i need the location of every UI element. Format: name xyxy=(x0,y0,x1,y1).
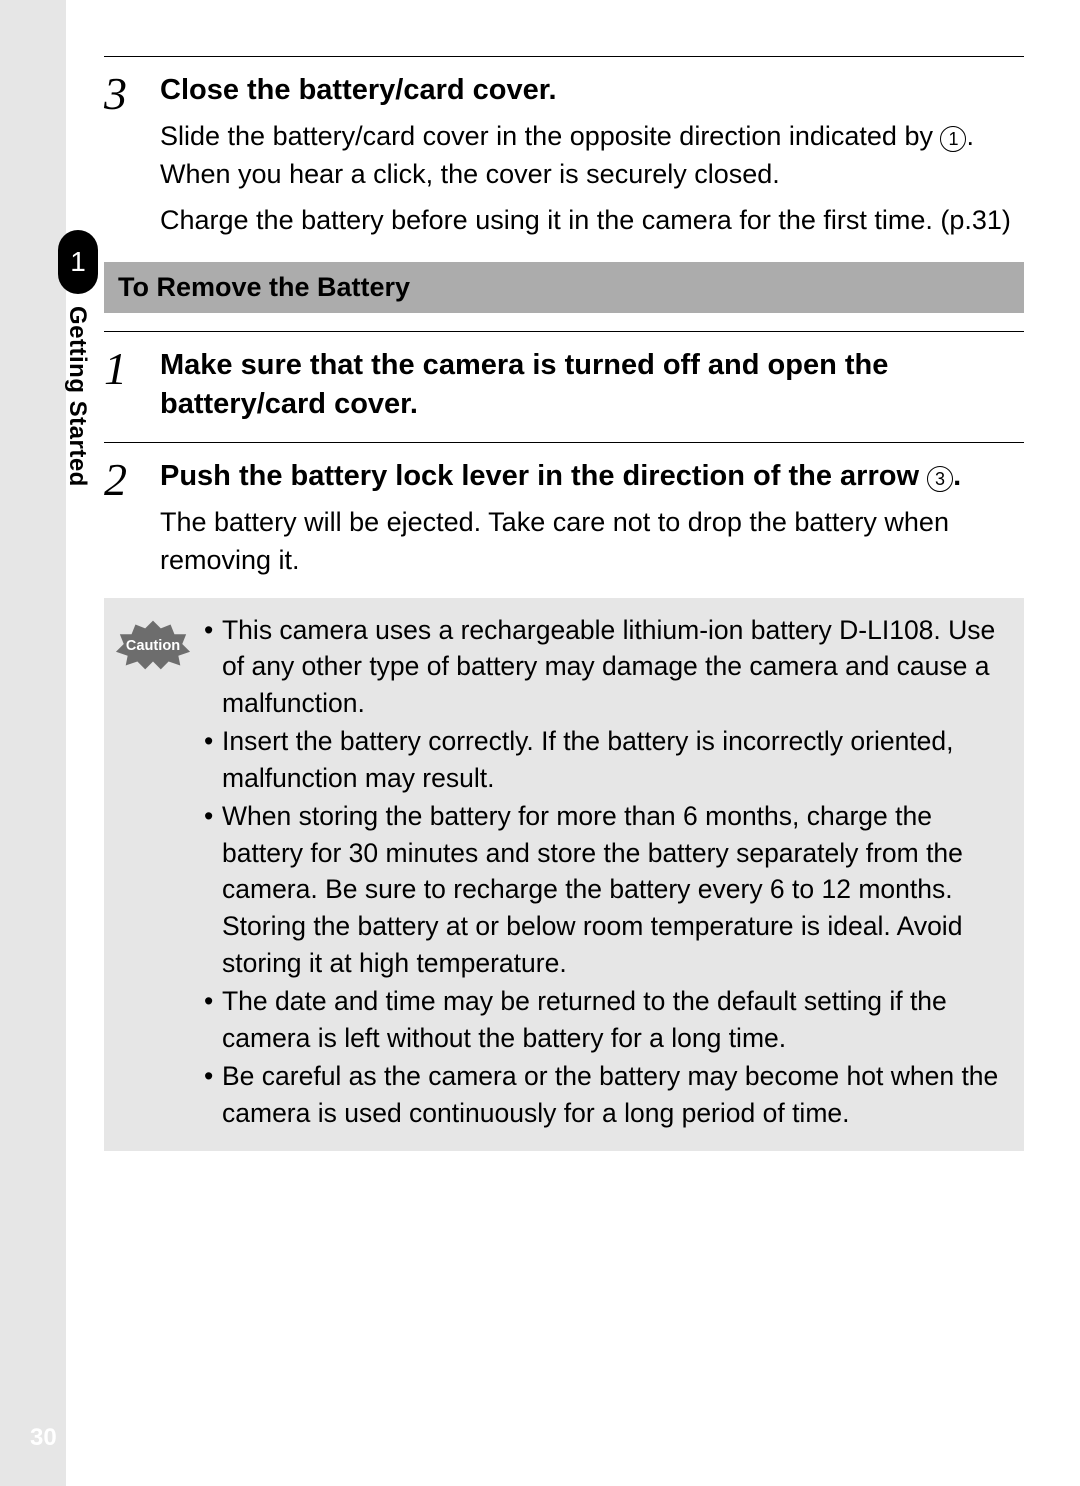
caution-list: This camera uses a rechargeable lithium-… xyxy=(200,612,1010,1134)
step-number: 1 xyxy=(104,346,160,432)
step-text: The battery will be ejected. Take care n… xyxy=(160,504,1024,580)
circled-number-3: 3 xyxy=(927,466,953,492)
caution-item: The date and time may be returned to the… xyxy=(200,983,1010,1056)
circled-number-1: 1 xyxy=(940,126,966,152)
caution-box: Caution This camera uses a rechargeable … xyxy=(104,598,1024,1152)
step-number: 3 xyxy=(104,71,160,248)
step-text-1: Slide the battery/card cover in the oppo… xyxy=(160,118,1024,194)
caution-label: Caution xyxy=(126,637,180,653)
step-3: 3 Close the battery/card cover. Slide th… xyxy=(104,56,1024,248)
step-body: Make sure that the camera is turned off … xyxy=(160,346,1024,432)
caution-item: Be careful as the camera or the battery … xyxy=(200,1058,1010,1131)
content-area: 3 Close the battery/card cover. Slide th… xyxy=(104,56,1024,1151)
step-title: Make sure that the camera is turned off … xyxy=(160,346,1024,424)
text: Push the battery lock lever in the direc… xyxy=(160,460,927,492)
step-body: Close the battery/card cover. Slide the … xyxy=(160,71,1024,248)
left-margin xyxy=(0,0,66,1486)
step-text-2: Charge the battery before using it in th… xyxy=(160,202,1024,240)
text: Slide the battery/card cover in the oppo… xyxy=(160,121,940,151)
remove-step-2: 2 Push the battery lock lever in the dir… xyxy=(104,442,1024,588)
section-heading: To Remove the Battery xyxy=(104,262,1024,313)
text: . xyxy=(953,460,961,492)
caution-item: When storing the battery for more than 6… xyxy=(200,798,1010,981)
caution-icon: Caution xyxy=(114,612,200,1134)
step-body: Push the battery lock lever in the direc… xyxy=(160,457,1024,588)
caution-item: This camera uses a rechargeable lithium-… xyxy=(200,612,1010,722)
step-title: Push the battery lock lever in the direc… xyxy=(160,457,1024,496)
chapter-label: Getting Started xyxy=(63,306,91,487)
step-title: Close the battery/card cover. xyxy=(160,71,1024,110)
remove-step-1: 1 Make sure that the camera is turned of… xyxy=(104,331,1024,432)
chapter-number: 1 xyxy=(70,246,86,278)
manual-page: 1 Getting Started 3 Close the battery/ca… xyxy=(0,0,1080,1486)
step-number: 2 xyxy=(104,457,160,588)
page-number: 30 xyxy=(30,1424,57,1452)
chapter-tab-pill: 1 xyxy=(58,230,98,294)
caution-item: Insert the battery correctly. If the bat… xyxy=(200,723,1010,796)
